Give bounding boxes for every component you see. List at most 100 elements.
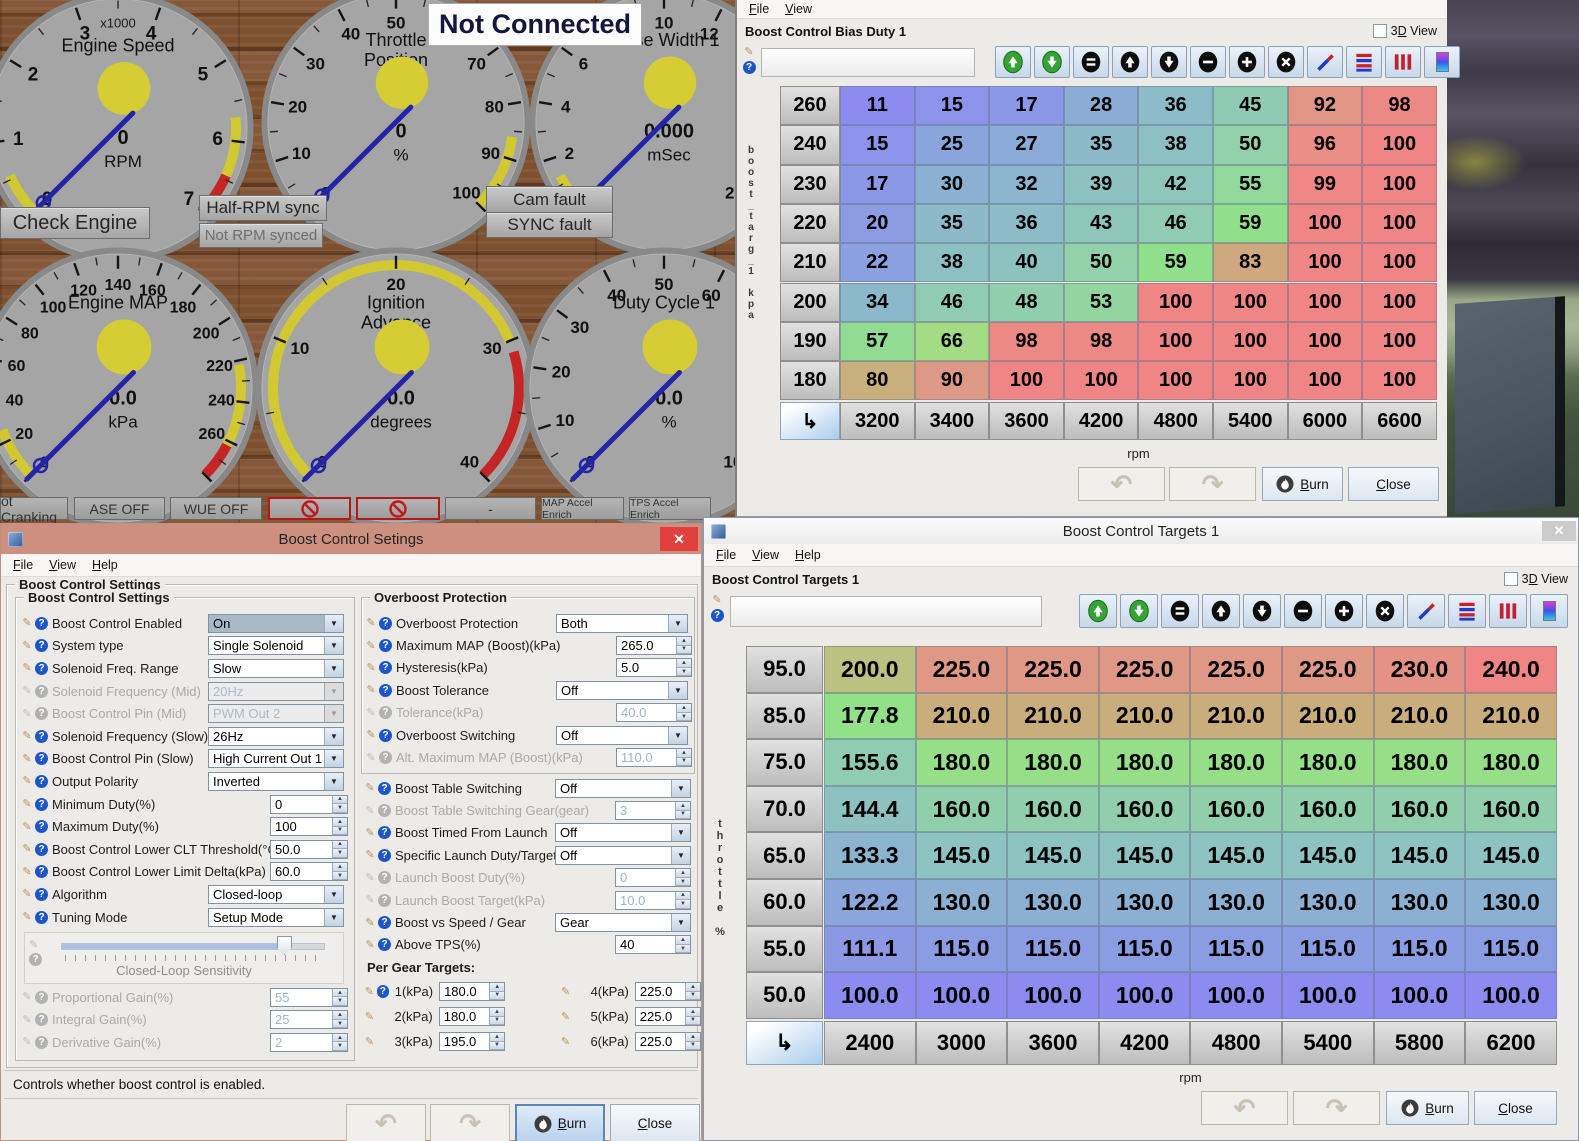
help-icon[interactable]: ?: [378, 781, 391, 795]
table-cell[interactable]: 230.0: [1373, 646, 1466, 693]
table-cell[interactable]: 50: [1063, 243, 1139, 283]
targets-menu-file[interactable]: File: [716, 548, 737, 562]
targets-decrement-green-button[interactable]: [1120, 594, 1158, 628]
chevron-down-icon[interactable]: ▼: [671, 914, 690, 932]
targets-gradient-fill-button[interactable]: [1530, 594, 1568, 628]
chevron-down-icon[interactable]: ▼: [324, 750, 343, 768]
chevron-down-icon[interactable]: ▼: [324, 772, 343, 790]
table-cell[interactable]: 111.1: [824, 925, 916, 973]
edit-pencil-icon[interactable]: ✎: [22, 662, 32, 675]
targets-menu-help[interactable]: Help: [795, 548, 821, 562]
table-cell[interactable]: 180.0: [1098, 739, 1191, 786]
settings-close-button[interactable]: Close: [610, 1104, 700, 1141]
table-cell[interactable]: 42: [1138, 164, 1213, 204]
table-cell[interactable]: 100: [1138, 321, 1213, 362]
edit-pencil-icon[interactable]: ✎: [365, 782, 375, 795]
3d-view-checkbox[interactable]: [1372, 24, 1387, 38]
table-cell[interactable]: 210.0: [1098, 692, 1191, 740]
bias-increment-green-button[interactable]: [995, 46, 1031, 78]
help-icon[interactable]: ?: [35, 887, 48, 901]
table-cell[interactable]: 130.0: [1190, 879, 1282, 926]
table-cell[interactable]: 22: [840, 243, 915, 283]
settings-redo-button[interactable]: ↷: [430, 1104, 510, 1141]
table-cell[interactable]: 83: [1213, 243, 1288, 283]
table-cell[interactable]: 145.0: [1190, 832, 1282, 879]
help-icon[interactable]: ?: [35, 797, 48, 811]
spinner-buttons[interactable]: ▲ ▼: [332, 795, 347, 813]
table-cell[interactable]: 59: [1213, 203, 1288, 244]
table-cell[interactable]: 35: [1063, 125, 1139, 165]
bias-burn-button[interactable]: Burn: [1262, 467, 1343, 501]
dropdown-boost-table-switching[interactable]: Off ▼: [555, 778, 691, 798]
number-field-hysteresis-kpa[interactable]: 5.0 ▲ ▼: [616, 658, 692, 678]
table-cell[interactable]: 100: [1287, 243, 1363, 283]
x-axis-cell[interactable]: 5400: [1282, 1020, 1374, 1065]
3d-view-checkbox[interactable]: [1503, 572, 1518, 586]
table-cell[interactable]: 28: [1063, 86, 1139, 126]
table-cell[interactable]: 180.0: [1007, 739, 1099, 786]
y-axis-cell[interactable]: 260: [780, 86, 840, 126]
table-cell[interactable]: 25: [914, 125, 990, 165]
bias-3d-view-toggle[interactable]: 3D View: [1372, 24, 1437, 38]
dropdown-boost-control-enabled[interactable]: On ▼: [208, 613, 344, 633]
targets-pencil-edit-button[interactable]: [1407, 594, 1445, 628]
y-axis-cell[interactable]: 75.0: [746, 739, 823, 786]
spinner-buttons[interactable]: ▲ ▼: [489, 1008, 504, 1025]
table-cell[interactable]: 11: [840, 86, 915, 126]
table-cell[interactable]: 98: [1063, 321, 1139, 362]
help-icon[interactable]: ?: [379, 683, 392, 697]
table-cell[interactable]: 115.0: [915, 925, 1008, 973]
y-axis-cell[interactable]: 230: [780, 164, 840, 204]
targets-close-button[interactable]: Close: [1474, 1091, 1557, 1125]
edit-pencil-icon[interactable]: ✎: [22, 843, 32, 856]
bias-menu-file[interactable]: File: [749, 2, 770, 16]
edit-pencil-icon[interactable]: ✎: [366, 684, 376, 697]
table-cell[interactable]: 130.0: [1465, 879, 1557, 926]
dropdown-algorithm[interactable]: Closed-loop ▼: [208, 884, 344, 904]
table-cell[interactable]: 100: [1063, 361, 1139, 401]
chevron-down-icon[interactable]: ▼: [671, 824, 690, 842]
y-axis-cell[interactable]: 60.0: [746, 879, 823, 926]
table-cell[interactable]: 15: [840, 125, 915, 165]
table-cell[interactable]: 100: [1213, 321, 1288, 362]
table-cell[interactable]: 145.0: [915, 832, 1008, 879]
table-cell[interactable]: 99: [1287, 164, 1363, 204]
sensitivity-slider[interactable]: [61, 943, 325, 950]
bias-gradient-fill-button[interactable]: [1424, 46, 1460, 78]
table-cell[interactable]: 96: [1287, 125, 1363, 165]
table-cell[interactable]: 100.0: [915, 972, 1008, 1019]
table-cell[interactable]: 30: [914, 164, 990, 204]
edit-pencil-icon[interactable]: ✎: [712, 594, 722, 606]
edit-pencil-icon[interactable]: ✎: [560, 1010, 571, 1023]
table-cell[interactable]: 160.0: [1190, 785, 1282, 833]
table-cell[interactable]: 210.0: [1190, 692, 1282, 740]
table-cell[interactable]: 100: [989, 361, 1064, 401]
table-cell[interactable]: 100: [1362, 203, 1437, 244]
help-icon[interactable]: ?: [376, 985, 389, 998]
dropdown-overboost-switching[interactable]: Off ▼: [556, 725, 688, 745]
table-cell[interactable]: 66: [914, 321, 990, 362]
targets-minus-button[interactable]: [1284, 594, 1322, 628]
help-icon[interactable]: ?: [379, 661, 392, 675]
table-cell[interactable]: 160.0: [915, 785, 1008, 833]
chevron-down-icon[interactable]: ▼: [671, 779, 690, 797]
settings-menu-view[interactable]: View: [49, 558, 77, 572]
chevron-down-icon[interactable]: ▼: [671, 846, 690, 864]
table-cell[interactable]: 100.0: [1282, 972, 1374, 1019]
table-cell[interactable]: 100.0: [1098, 972, 1191, 1019]
chevron-down-icon[interactable]: ▼: [668, 614, 687, 632]
bias-undo-button[interactable]: ↶: [1078, 467, 1165, 501]
x-axis-cell[interactable]: 2400: [824, 1020, 916, 1065]
settings-menu-help[interactable]: Help: [92, 558, 118, 572]
chevron-down-icon[interactable]: ▼: [324, 885, 343, 903]
chevron-down-icon[interactable]: ▼: [324, 908, 343, 926]
table-cell[interactable]: 80: [840, 361, 915, 401]
x-axis-cell[interactable]: 3600: [1007, 1020, 1099, 1065]
edit-pencil-icon[interactable]: ✎: [366, 661, 376, 674]
table-cell[interactable]: 225.0: [1282, 646, 1374, 693]
y-axis-cell[interactable]: 55.0: [746, 925, 823, 973]
table-cell[interactable]: 100: [1362, 282, 1437, 322]
table-cell[interactable]: 39: [1063, 164, 1139, 204]
table-cell[interactable]: 100: [1362, 243, 1437, 283]
table-cell[interactable]: 100: [1138, 282, 1213, 322]
